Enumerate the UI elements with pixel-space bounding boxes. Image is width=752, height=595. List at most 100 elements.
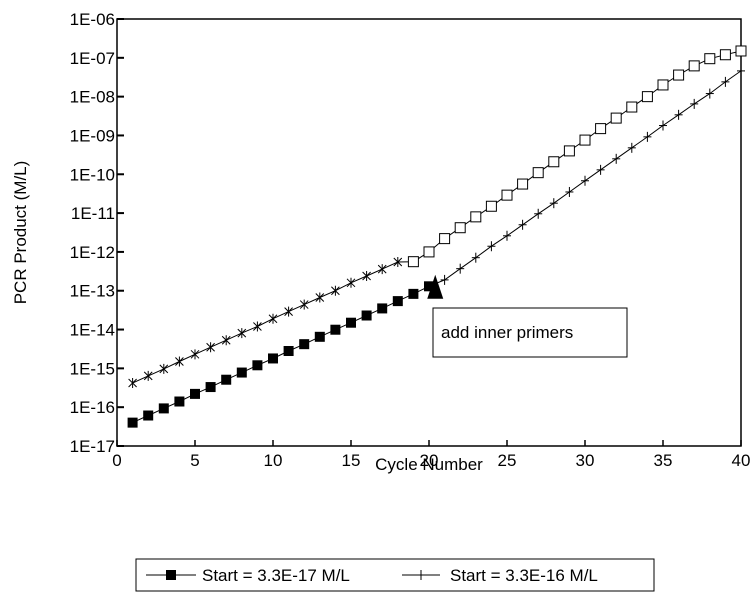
data-point xyxy=(221,374,232,385)
data-point xyxy=(253,321,262,332)
data-point xyxy=(314,331,325,342)
legend-entry: Start = 3.3E-17 M/L xyxy=(146,566,350,585)
data-point xyxy=(299,339,310,350)
data-point xyxy=(284,306,293,317)
data-point xyxy=(501,189,513,201)
data-point xyxy=(346,277,356,288)
x-tick-label: 0 xyxy=(112,451,121,470)
series-line xyxy=(132,70,742,424)
legend-label: Start = 3.3E-17 M/L xyxy=(202,566,350,585)
x-tick-label: 5 xyxy=(190,451,199,470)
data-point xyxy=(252,360,263,371)
legend: Start = 3.3E-17 M/L Start = 3.3E-16 M/L xyxy=(135,558,655,592)
data-point xyxy=(454,222,466,234)
data-point xyxy=(143,370,153,381)
x-tick-label: 30 xyxy=(576,451,595,470)
x-axis-title: Cycle Number xyxy=(375,455,483,474)
data-point xyxy=(424,281,434,292)
data-point xyxy=(315,292,325,303)
data-point xyxy=(440,274,449,285)
data-point xyxy=(657,79,669,91)
data-point xyxy=(377,264,387,275)
data-point xyxy=(721,76,730,87)
data-point xyxy=(159,363,169,374)
y-tick-label: 1E-15 xyxy=(70,359,115,378)
data-point xyxy=(127,417,138,428)
legend-box xyxy=(135,558,655,592)
plot-area xyxy=(116,18,742,447)
x-tick-label: 40 xyxy=(732,451,751,470)
data-point xyxy=(704,53,716,65)
y-tick-label: 1E-08 xyxy=(70,88,115,107)
data-point xyxy=(548,156,560,168)
data-point xyxy=(346,317,356,328)
y-tick-label: 1E-16 xyxy=(70,398,115,417)
data-point xyxy=(299,299,309,310)
y-tick-label: 1E-13 xyxy=(70,282,115,301)
data-point xyxy=(659,120,667,131)
data-point xyxy=(719,49,731,61)
data-point xyxy=(158,403,169,414)
data-point xyxy=(487,241,496,252)
data-point xyxy=(456,263,465,274)
annotation-text: add inner primers xyxy=(441,323,573,342)
data-point xyxy=(688,60,700,72)
data-point xyxy=(641,91,653,103)
data-point xyxy=(268,353,278,364)
data-point xyxy=(392,296,403,307)
x-tick-label: 25 xyxy=(498,451,517,470)
data-point xyxy=(626,101,638,113)
data-point xyxy=(407,256,419,268)
data-point xyxy=(236,367,247,378)
data-point xyxy=(377,303,388,314)
y-axis-title: PCR Product (M/L) xyxy=(11,161,30,305)
y-tick-label: 1E-07 xyxy=(70,49,115,68)
data-point xyxy=(563,145,575,157)
y-tick-label: 1E-06 xyxy=(70,10,115,29)
y-tick-label: 1E-14 xyxy=(70,321,115,340)
series-layer xyxy=(127,45,747,428)
data-point xyxy=(331,285,340,296)
legend-label: Start = 3.3E-16 M/L xyxy=(450,566,598,585)
data-point xyxy=(205,382,216,393)
data-point xyxy=(470,211,482,223)
data-point xyxy=(534,208,543,219)
data-point xyxy=(565,186,574,197)
y-tick-label: 1E-17 xyxy=(70,437,115,456)
data-point xyxy=(596,164,605,175)
data-point xyxy=(362,270,371,281)
data-point xyxy=(674,109,683,120)
series-2 xyxy=(128,45,747,388)
data-point xyxy=(268,313,278,324)
data-point xyxy=(673,69,685,81)
data-point xyxy=(423,246,435,258)
series-1 xyxy=(127,65,745,428)
legend-marker xyxy=(166,570,176,580)
data-point xyxy=(737,65,745,76)
data-point xyxy=(471,252,480,263)
data-point xyxy=(190,349,200,360)
data-point xyxy=(237,328,247,339)
y-tick-label: 1E-11 xyxy=(71,204,115,223)
series-line xyxy=(132,50,742,384)
data-point xyxy=(175,356,184,367)
x-tick-label: 15 xyxy=(342,451,361,470)
data-point xyxy=(503,230,511,241)
data-point xyxy=(485,200,497,212)
data-point xyxy=(518,219,527,230)
data-point xyxy=(549,198,558,209)
data-point xyxy=(595,123,607,135)
annotation-arrow xyxy=(427,274,444,299)
y-tick-label: 1E-09 xyxy=(70,126,115,145)
data-point xyxy=(190,388,200,399)
data-point xyxy=(393,256,403,267)
data-point xyxy=(581,175,589,186)
data-point xyxy=(128,377,137,388)
data-point xyxy=(690,98,699,109)
y-tick-label: 1E-10 xyxy=(70,165,115,184)
data-point xyxy=(361,310,372,321)
data-point xyxy=(439,233,451,245)
data-point xyxy=(612,153,621,164)
data-point xyxy=(517,178,529,190)
